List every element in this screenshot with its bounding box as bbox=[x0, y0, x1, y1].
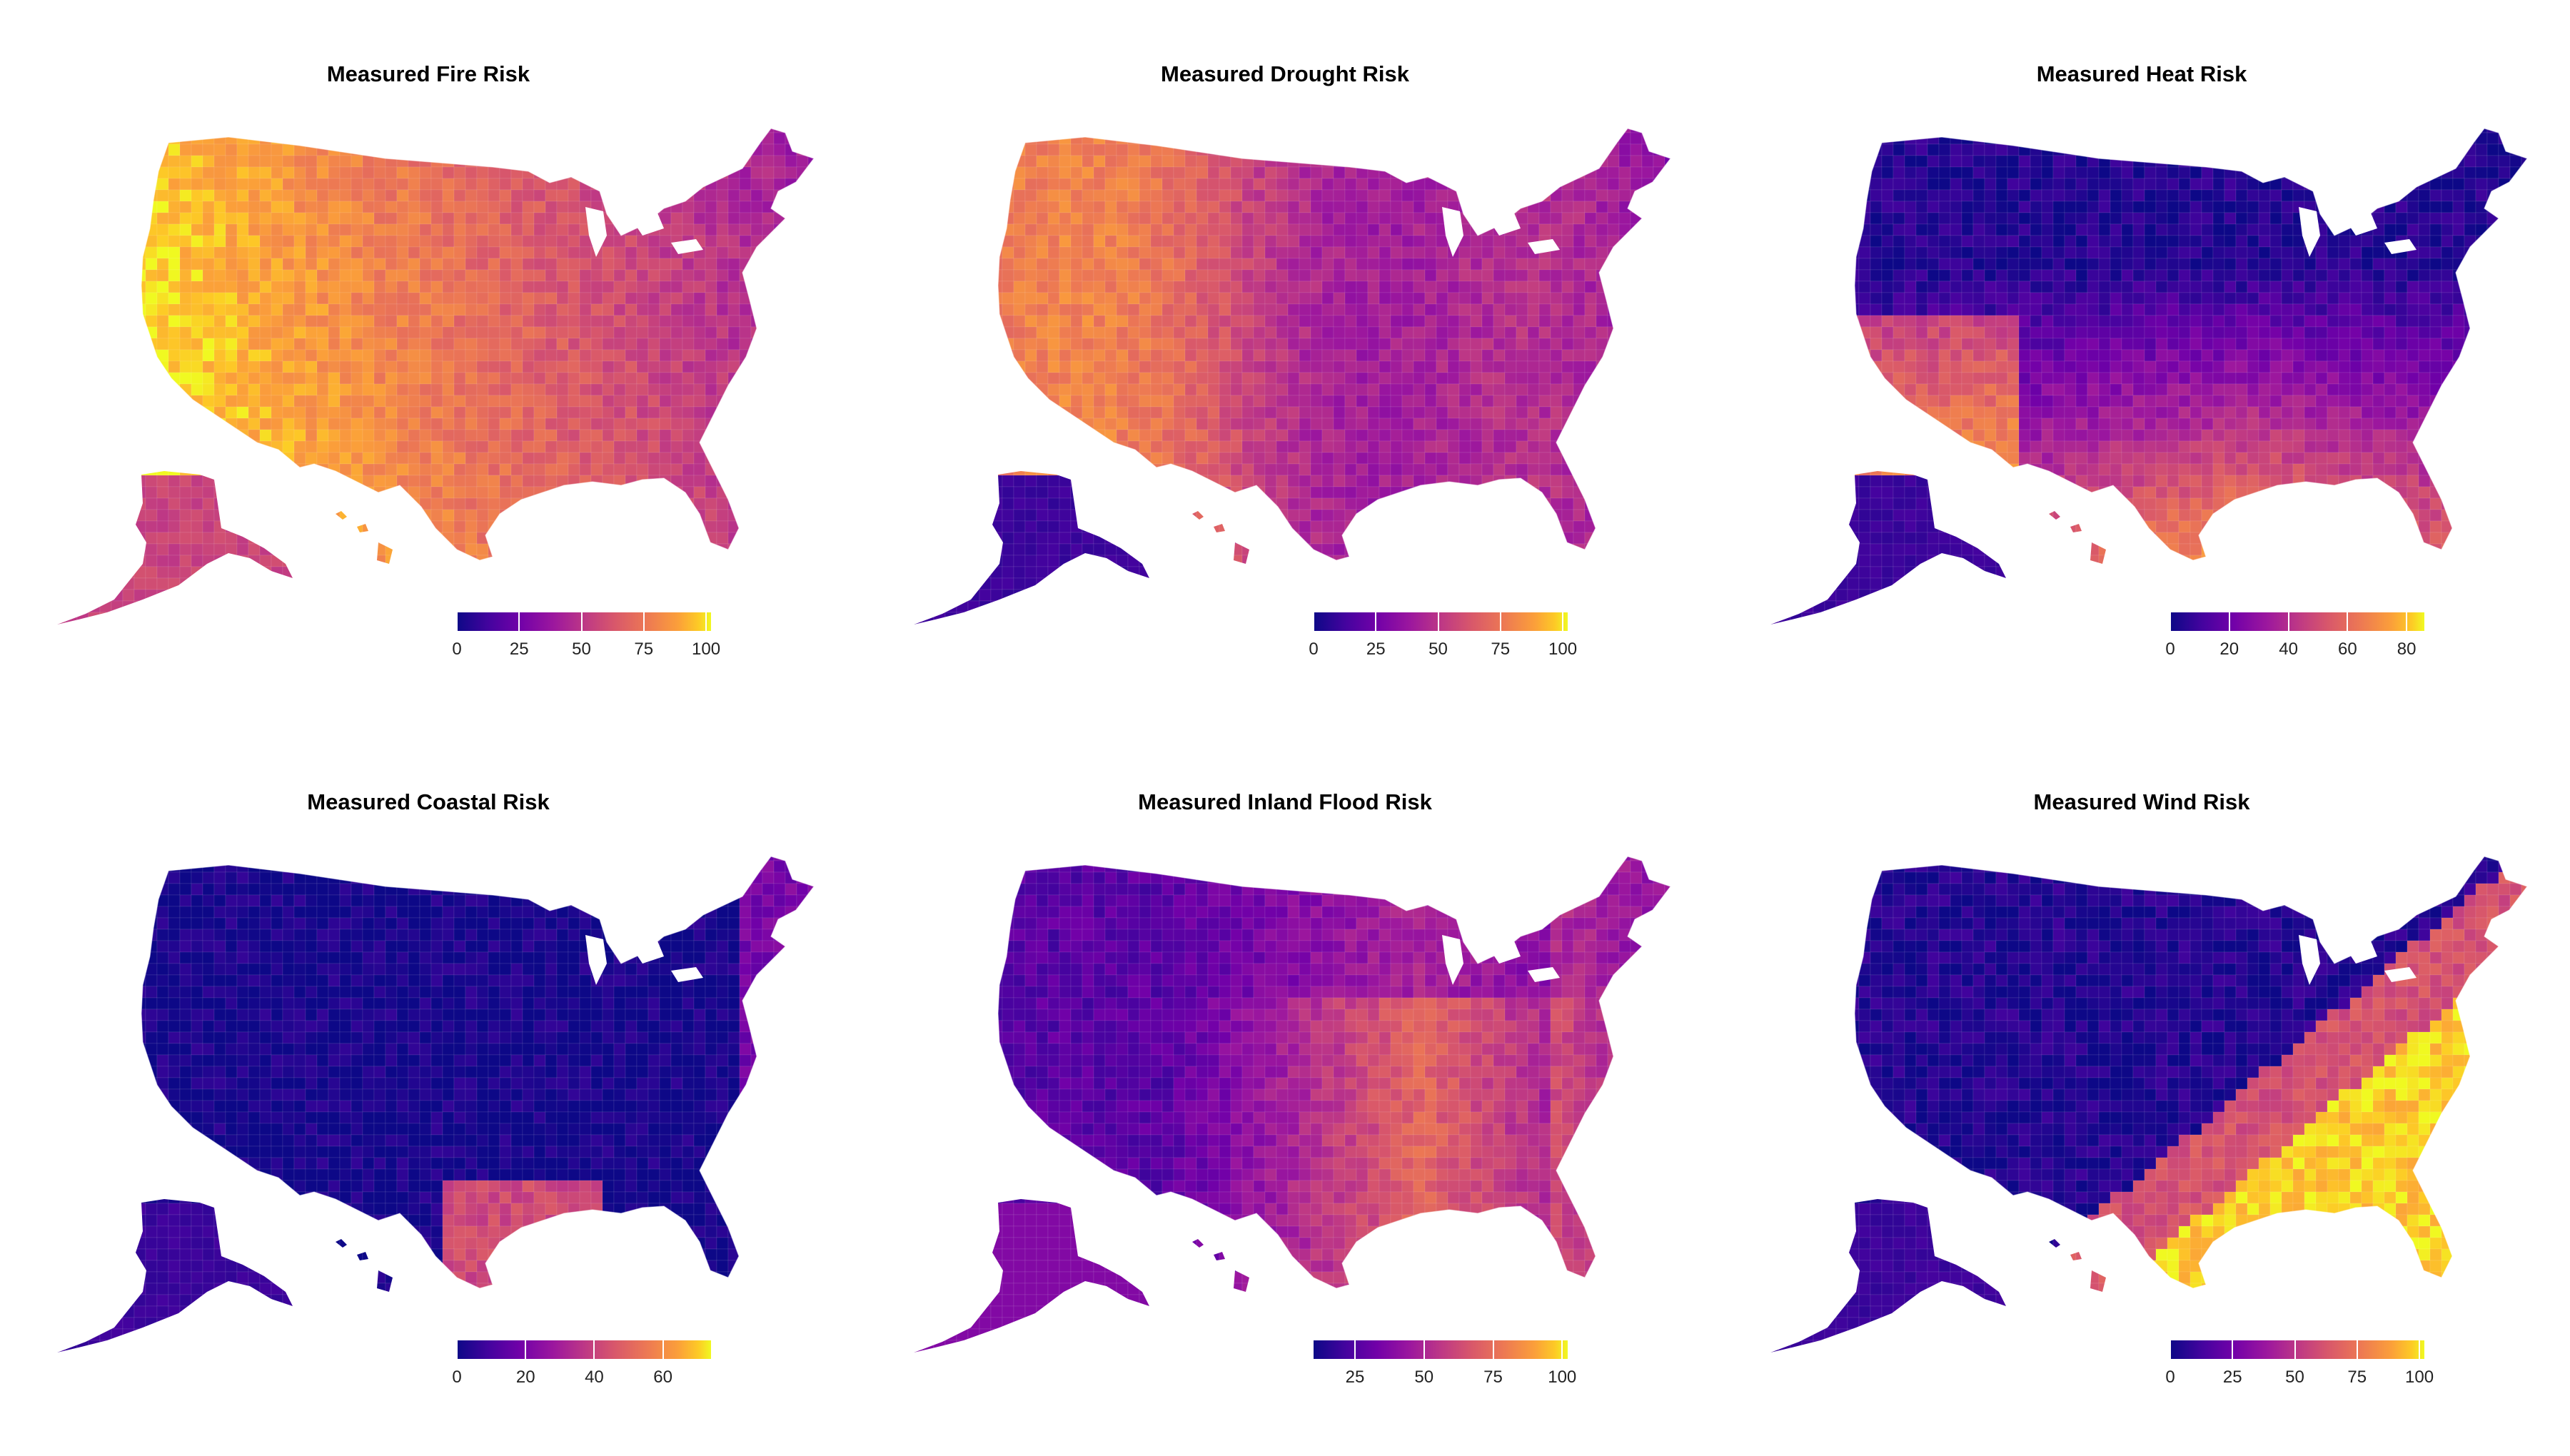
legend-tick-label: 50 bbox=[572, 639, 591, 659]
legend-tick-label: 100 bbox=[1548, 639, 1578, 659]
county-cells bbox=[1770, 128, 2527, 625]
us-outline bbox=[1854, 856, 2528, 1289]
map-panel-fire: Measured Fire Risk 0 25 50 75 100 bbox=[0, 0, 857, 728]
county-cells bbox=[57, 128, 814, 625]
legend-tick bbox=[2232, 1340, 2234, 1359]
panel-title: Measured Drought Risk bbox=[1161, 61, 1409, 86]
legend-tick-label: 75 bbox=[1491, 639, 1511, 659]
legend-tick bbox=[1562, 612, 1564, 631]
legend-tick-label: 0 bbox=[452, 1367, 462, 1387]
legend-tick bbox=[2287, 612, 2289, 631]
choropleth-map bbox=[914, 128, 1671, 625]
county-cells bbox=[57, 856, 814, 1353]
map-panel-flood: Measured Inland Flood Risk 25 50 75 100 bbox=[857, 728, 1713, 1456]
legend-tick-label: 40 bbox=[585, 1367, 604, 1387]
legend-tick-label: 20 bbox=[515, 1367, 535, 1387]
choropleth-map bbox=[914, 856, 1671, 1353]
panel-title: Measured Coastal Risk bbox=[307, 789, 550, 814]
legend-tick bbox=[2294, 1340, 2296, 1359]
legend-tick-label: 60 bbox=[2338, 639, 2357, 659]
legend-tick-label: 25 bbox=[2222, 1367, 2242, 1387]
legend-tick-label: 60 bbox=[653, 1367, 672, 1387]
legend-tick bbox=[2170, 1340, 2171, 1359]
choropleth-map bbox=[1770, 128, 2528, 625]
legend-tick-label: 80 bbox=[2397, 639, 2417, 659]
legend-tick bbox=[525, 1340, 527, 1359]
panel-title: Measured Wind Risk bbox=[2033, 789, 2250, 814]
legend-tick bbox=[662, 1340, 664, 1359]
legend-colorbar bbox=[2170, 1340, 2424, 1359]
legend-tick-label: 100 bbox=[1548, 1367, 1577, 1387]
us-outline bbox=[1854, 128, 2528, 561]
choropleth-map bbox=[57, 128, 815, 625]
legend-tick-label: 75 bbox=[1483, 1367, 1503, 1387]
us-outline bbox=[141, 856, 815, 1289]
legend-colorbar bbox=[1314, 612, 1568, 631]
legend-tick bbox=[1354, 1340, 1356, 1359]
legend-tick-label: 20 bbox=[2219, 639, 2239, 659]
county-cells bbox=[914, 856, 1670, 1353]
panel-title: Measured Fire Risk bbox=[326, 61, 530, 86]
legend-tick-label: 0 bbox=[2165, 1367, 2175, 1387]
legend-tick bbox=[705, 612, 707, 631]
panel-title: Measured Heat Risk bbox=[2036, 61, 2247, 86]
great-lakes bbox=[2299, 935, 2417, 985]
legend-tick bbox=[1499, 612, 1501, 631]
legend-tick bbox=[456, 1340, 458, 1359]
legend-tick bbox=[593, 1340, 595, 1359]
legend-tick bbox=[2356, 1340, 2358, 1359]
county-cells bbox=[1770, 856, 2527, 1353]
legend-tick bbox=[2406, 612, 2408, 631]
legend-tick-label: 100 bbox=[691, 639, 721, 659]
legend-colorbar bbox=[457, 612, 711, 631]
county-cells bbox=[914, 128, 1670, 625]
legend-tick bbox=[2347, 612, 2349, 631]
map-panel-heat: Measured Heat Risk 0 20 40 60 80 bbox=[1713, 0, 2570, 728]
panel-title: Measured Inland Flood Risk bbox=[1138, 789, 1432, 814]
legend-tick-label: 25 bbox=[1345, 1367, 1365, 1387]
legend-tick bbox=[2170, 612, 2171, 631]
legend-tick-label: 25 bbox=[509, 639, 529, 659]
legend-tick bbox=[1375, 612, 1377, 631]
legend-tick bbox=[2228, 612, 2230, 631]
legend-tick-label: 0 bbox=[452, 639, 462, 659]
legend-tick bbox=[2419, 1340, 2421, 1359]
us-outline bbox=[997, 856, 1671, 1289]
map-panel-drought: Measured Drought Risk 0 25 50 75 100 bbox=[857, 0, 1713, 728]
legend-tick-label: 50 bbox=[1428, 639, 1448, 659]
us-outline bbox=[141, 128, 815, 561]
legend-tick bbox=[580, 612, 583, 631]
great-lakes bbox=[585, 935, 703, 985]
legend-tick-label: 0 bbox=[2165, 639, 2175, 659]
legend-colorbar bbox=[2170, 612, 2424, 631]
legend-tick bbox=[1561, 1340, 1563, 1359]
legend-tick-label: 40 bbox=[2279, 639, 2298, 659]
great-lakes bbox=[1442, 207, 1560, 257]
legend-colorbar bbox=[1314, 1340, 1568, 1359]
choropleth-map bbox=[1770, 856, 2528, 1353]
map-panel-wind: Measured Wind Risk 0 25 50 75 100 bbox=[1713, 728, 2570, 1456]
great-lakes bbox=[1442, 935, 1560, 985]
legend-tick-label: 75 bbox=[634, 639, 654, 659]
legend-tick-label: 75 bbox=[2347, 1367, 2367, 1387]
us-outline bbox=[997, 128, 1671, 561]
great-lakes bbox=[2299, 207, 2417, 257]
legend-tick bbox=[1423, 1340, 1425, 1359]
legend-colorbar bbox=[457, 1340, 711, 1359]
legend-tick-label: 50 bbox=[2285, 1367, 2304, 1387]
legend-tick bbox=[1492, 1340, 1494, 1359]
legend-tick bbox=[1313, 612, 1314, 631]
legend-tick bbox=[456, 612, 458, 631]
great-lakes bbox=[585, 207, 703, 257]
legend-tick-label: 50 bbox=[1414, 1367, 1434, 1387]
legend-tick-label: 100 bbox=[2404, 1367, 2434, 1387]
legend-tick bbox=[1437, 612, 1439, 631]
choropleth-map bbox=[57, 856, 815, 1353]
legend-tick-label: 0 bbox=[1309, 639, 1319, 659]
legend-tick bbox=[518, 612, 520, 631]
legend-tick bbox=[642, 612, 645, 631]
map-panel-coastal: Measured Coastal Risk 0 20 40 60 bbox=[0, 728, 857, 1456]
legend-tick-label: 25 bbox=[1366, 639, 1386, 659]
